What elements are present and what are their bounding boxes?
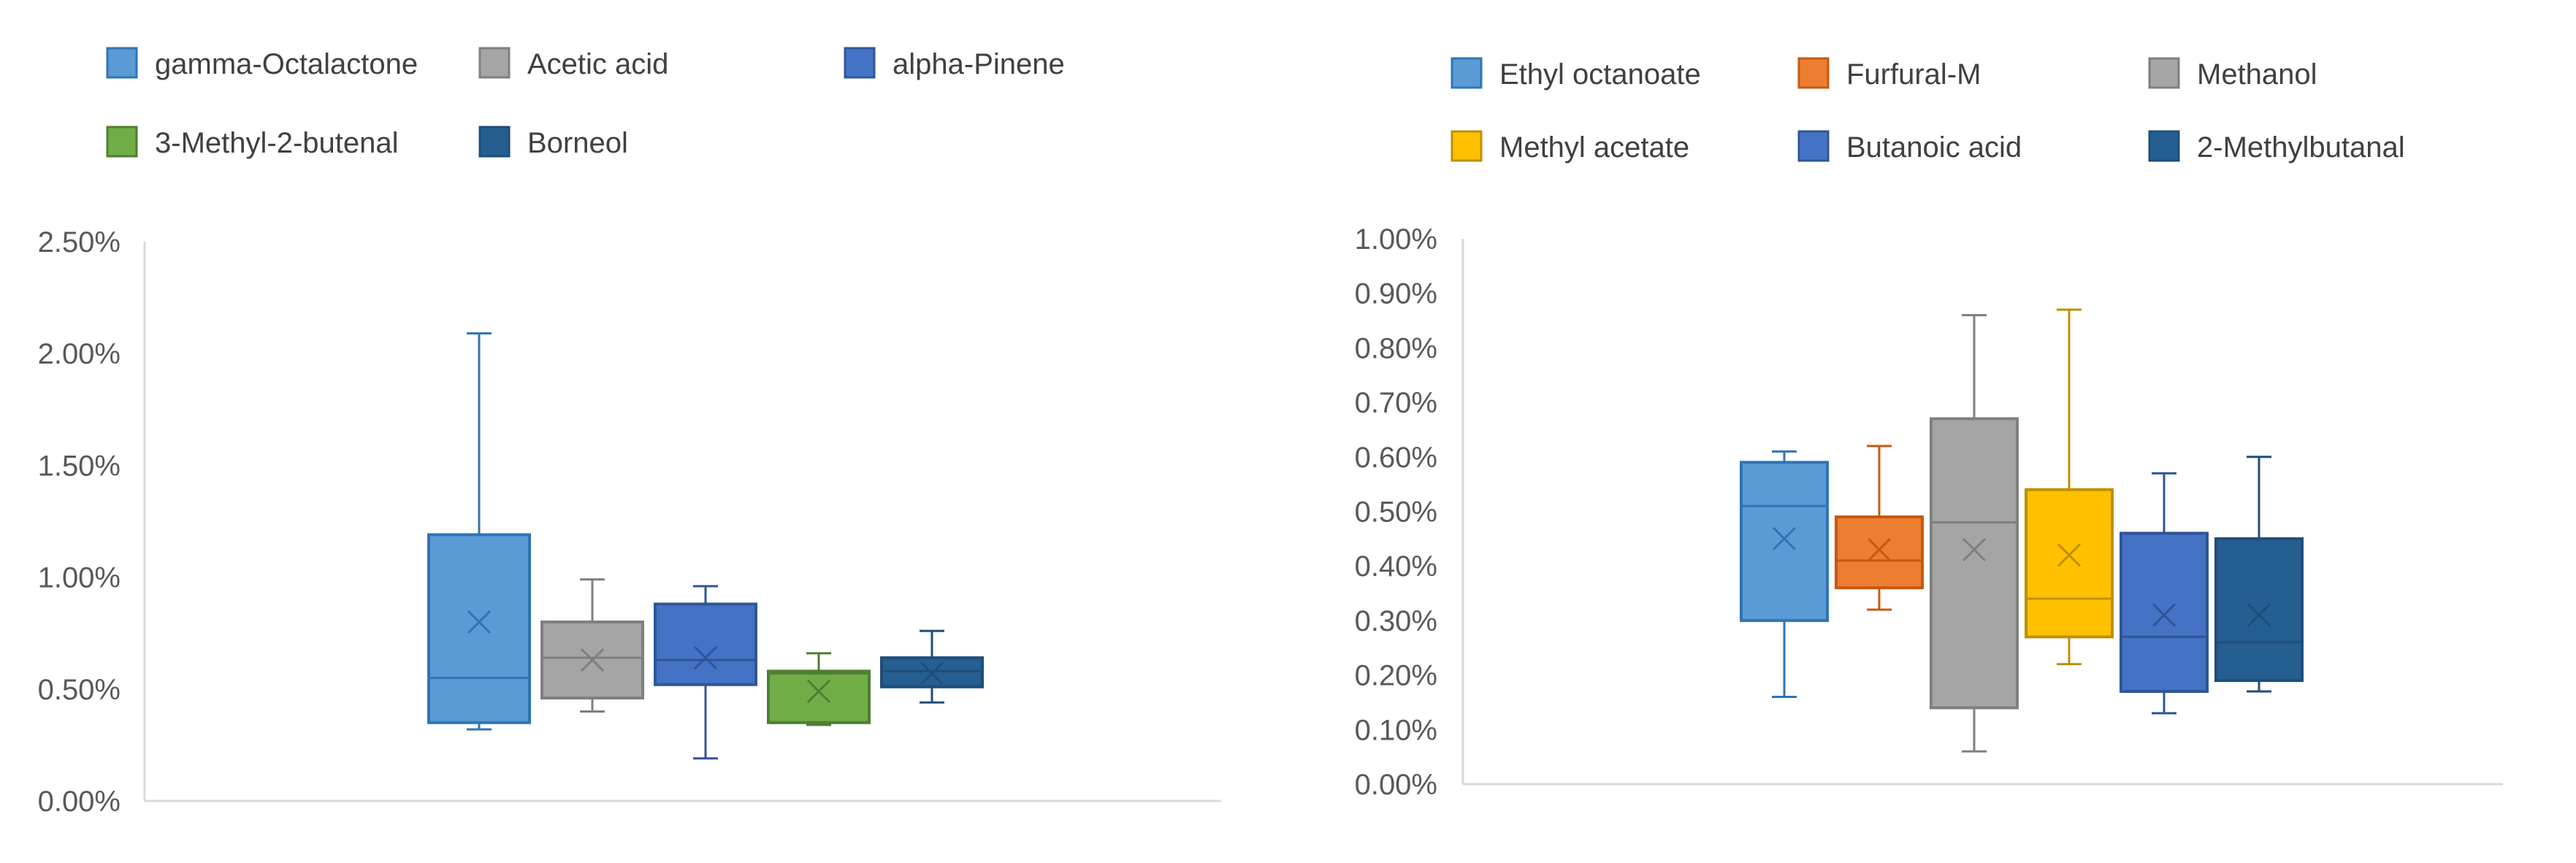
legend-item: 2-Methylbutanal [2148, 130, 2405, 164]
y-tick-label: 0.80% [1355, 332, 1437, 364]
legend-swatch [1797, 57, 1830, 89]
iqr-box [427, 533, 531, 724]
box-3 [654, 585, 757, 760]
legend-item: Butanoic acid [1797, 130, 2022, 164]
legend-item: Ethyl octanoate [1451, 57, 1701, 91]
mean-marker [467, 610, 492, 634]
y-tick-label: 0.20% [1355, 660, 1437, 692]
iqr-box [1835, 515, 1924, 590]
y-tick-label: 0.00% [1355, 769, 1437, 801]
mean-marker [806, 679, 831, 703]
iqr-box [2025, 488, 2114, 639]
legend-swatch [478, 126, 511, 158]
mean-marker [1867, 537, 1892, 561]
iqr-box [2120, 532, 2209, 694]
legend: Ethyl octanoate Furfural-M Methanol Methyl … [1451, 57, 2405, 164]
box-1 [1740, 450, 1829, 698]
y-tick-label: 2.50% [38, 226, 121, 258]
y-tick-label: 1.00% [1355, 223, 1437, 256]
y-tick-label: 0.10% [1355, 714, 1437, 746]
y-tick-label: 0.00% [38, 786, 121, 818]
iqr-box [1930, 417, 2019, 710]
legend-label: 2-Methylbutanal [2197, 131, 2405, 164]
legend-swatch [106, 47, 138, 79]
iqr-box [654, 602, 757, 686]
box-5 [2120, 472, 2209, 715]
mean-marker [580, 648, 605, 672]
legend-label: Acetic acid [527, 48, 668, 80]
y-tick-label: 1.00% [38, 562, 121, 594]
legend-swatch [2148, 57, 2180, 89]
legend-label: Methyl acetate [1499, 131, 1689, 164]
box-4 [2025, 308, 2114, 666]
legend-label: gamma-Octalactone [155, 48, 418, 80]
legend-item: alpha-Pinene [844, 47, 1065, 80]
legend: gamma-Octalactone Acetic acid alpha-Pinene… [106, 47, 1065, 159]
y-tick-label: 1.50% [38, 450, 121, 482]
mean-marker [2247, 603, 2271, 627]
mean-marker [693, 645, 718, 670]
y-tick-label: 0.70% [1355, 387, 1437, 419]
box-3 [1930, 314, 2019, 753]
legend-item: Methyl acetate [1451, 130, 1689, 164]
legend-label: Butanoic acid [1846, 131, 2022, 164]
y-tick-label: 0.30% [1355, 605, 1437, 637]
legend-item: gamma-Octalactone [106, 47, 418, 80]
legend-item: Acetic acid [478, 47, 668, 80]
legend-item: Methanol [2148, 57, 2317, 91]
legend-label: Methanol [2197, 58, 2317, 91]
legend-swatch [2148, 130, 2180, 162]
y-tick-label: 0.60% [1355, 442, 1437, 474]
legend-label: Borneol [527, 127, 628, 159]
legend-label: 3-Methyl-2-butenal [155, 127, 399, 159]
legend-label: Furfural-M [1846, 58, 1981, 91]
legend-swatch [844, 47, 876, 79]
iqr-box [767, 670, 871, 724]
legend-label: alpha-Pinene [893, 48, 1065, 80]
mean-marker [1772, 526, 1797, 551]
legend-item: Borneol [478, 126, 628, 159]
box-2 [540, 578, 644, 713]
chart-2: Ethyl octanoate Furfural-M Methanol Methyl … [1355, 57, 2503, 801]
y-tick-label: 0.50% [38, 674, 121, 706]
box-4 [767, 652, 871, 726]
legend-item: 3-Methyl-2-butenal [106, 126, 399, 159]
y-tick-label: 0.40% [1355, 551, 1437, 583]
mean-marker [1962, 537, 1987, 561]
mean-marker [920, 661, 944, 686]
iqr-box [2214, 537, 2304, 683]
legend-swatch [1797, 130, 1830, 162]
legend-item: Furfural-M [1797, 57, 1981, 91]
legend-label: Ethyl octanoate [1499, 58, 1701, 91]
box-1 [427, 332, 531, 731]
box-5 [880, 629, 984, 704]
y-tick-label: 0.90% [1355, 278, 1437, 310]
iqr-box [1740, 461, 1829, 622]
legend-swatch [478, 47, 511, 79]
mean-marker [2057, 543, 2082, 567]
legend-swatch [106, 126, 138, 158]
box-6 [2214, 456, 2304, 693]
mean-marker [2152, 603, 2176, 627]
legend-swatch [1451, 130, 1483, 162]
y-tick-label: 0.50% [1355, 496, 1437, 529]
legend-swatch [1451, 57, 1483, 89]
y-tick-label: 2.00% [38, 338, 121, 370]
chart-1: gamma-Octalactone Acetic acid alpha-Pinene… [38, 47, 1221, 818]
box-2 [1835, 445, 1924, 611]
